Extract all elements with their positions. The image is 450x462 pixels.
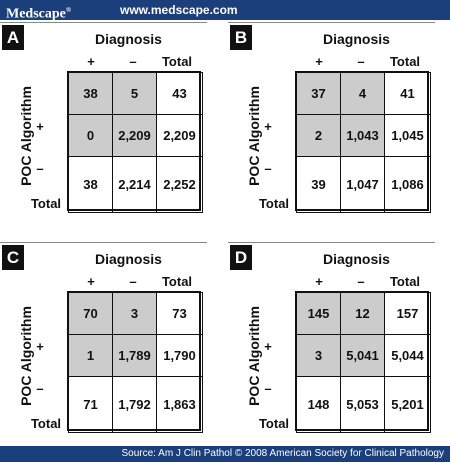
medscape-logo[interactable]: Medscape® (6, 6, 72, 22)
column-header: – (357, 54, 365, 69)
table-cell: 5,044 (384, 334, 431, 377)
table-cell: 38 (68, 72, 113, 115)
table-cell: 5,201 (384, 376, 431, 433)
table-cell: 43 (156, 72, 203, 115)
column-header: – (129, 274, 137, 289)
table-cell: 12 (340, 292, 385, 335)
table-cell: 1,043 (340, 114, 385, 157)
panel-label: B (230, 25, 252, 50)
table-cell: 2,214 (112, 156, 157, 213)
column-axis-title: Diagnosis (95, 251, 162, 267)
row-header: + (264, 339, 272, 354)
row-header: – (36, 381, 44, 396)
panel-divider (228, 242, 435, 243)
column-header: Total (161, 54, 193, 69)
table-cell: 1,086 (384, 156, 431, 213)
table-cell: 1,792 (112, 376, 157, 433)
row-header: Total (30, 416, 62, 431)
column-header: + (315, 274, 323, 289)
table-cell: 2,209 (156, 114, 203, 157)
table-cell: 148 (296, 376, 341, 433)
column-header: Total (161, 274, 193, 289)
table-cell: 2 (296, 114, 341, 157)
column-header: + (87, 274, 95, 289)
table-cell: 157 (384, 292, 431, 335)
table-cell: 39 (296, 156, 341, 213)
site-url[interactable]: www.medscape.com (120, 3, 238, 17)
table-cell: 1,045 (384, 114, 431, 157)
table-cell: 2,209 (112, 114, 157, 157)
row-header: – (264, 381, 272, 396)
column-header: – (129, 54, 137, 69)
table-cell: 1,047 (340, 156, 385, 213)
table-cell: 5 (112, 72, 157, 115)
table-panel-b: B Diagnosis + – Total POC Algorithm + – Total 37 4… (228, 22, 443, 222)
column-header: + (315, 54, 323, 69)
row-axis-title: POC Algorithm (246, 86, 262, 186)
header-bar: Medscape® www.medscape.com (0, 0, 450, 22)
row-header: + (36, 339, 44, 354)
table-cell: 145 (296, 292, 341, 335)
row-header: Total (258, 196, 290, 211)
panel-divider (0, 242, 207, 243)
table-cell: 5,041 (340, 334, 385, 377)
column-axis-title: Diagnosis (95, 31, 162, 47)
panel-label: D (230, 245, 252, 270)
source-citation: Source: Am J Clin Pathol © 2008 American… (121, 448, 444, 459)
table-cell: 41 (384, 72, 431, 115)
column-header: + (87, 54, 95, 69)
table-cell: 0 (68, 114, 113, 157)
table-cell: 37 (296, 72, 341, 115)
contingency-table: 70 3 73 1 1,789 1,790 71 1,792 1,863 (67, 291, 203, 433)
column-axis-title: Diagnosis (323, 31, 390, 47)
column-header: Total (389, 54, 421, 69)
panel-divider (0, 22, 207, 23)
table-cell: 1,789 (112, 334, 157, 377)
table-cell: 1 (68, 334, 113, 377)
table-cell: 3 (112, 292, 157, 335)
footer-bar: Source: Am J Clin Pathol © 2008 American… (0, 446, 450, 462)
row-header: – (36, 161, 44, 176)
panel-label: C (2, 245, 24, 270)
table-panel-d: D Diagnosis + – Total POC Algorithm + – Total 145… (228, 242, 443, 442)
column-header: Total (389, 274, 421, 289)
table-cell: 5,053 (340, 376, 385, 433)
panel-label: A (2, 25, 24, 50)
row-header: + (264, 119, 272, 134)
row-header: Total (30, 196, 62, 211)
contingency-table: 145 12 157 3 5,041 5,044 148 5,053 5,201 (295, 291, 431, 433)
row-header: + (36, 119, 44, 134)
column-header: – (357, 274, 365, 289)
row-axis-title: POC Algorithm (18, 306, 34, 406)
table-cell: 71 (68, 376, 113, 433)
contingency-table: 38 5 43 0 2,209 2,209 38 2,214 2,252 (67, 71, 203, 213)
row-header: Total (258, 416, 290, 431)
table-cell: 73 (156, 292, 203, 335)
column-axis-title: Diagnosis (323, 251, 390, 267)
panel-divider (228, 22, 435, 23)
table-cell: 2,252 (156, 156, 203, 213)
row-header: – (264, 161, 272, 176)
table-panel-a: A Diagnosis + – Total POC Algorithm + – Total 38 5… (0, 22, 215, 222)
row-axis-title: POC Algorithm (18, 86, 34, 186)
table-cell: 70 (68, 292, 113, 335)
row-axis-title: POC Algorithm (246, 306, 262, 406)
table-cell: 1,790 (156, 334, 203, 377)
table-cell: 3 (296, 334, 341, 377)
table-panel-c: C Diagnosis + – Total POC Algorithm + – Total 70 3… (0, 242, 215, 442)
table-cell: 4 (340, 72, 385, 115)
contingency-table: 37 4 41 2 1,043 1,045 39 1,047 1,086 (295, 71, 431, 213)
table-cell: 1,863 (156, 376, 203, 433)
table-cell: 38 (68, 156, 113, 213)
